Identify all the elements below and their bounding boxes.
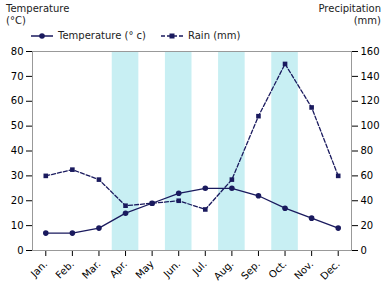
svg-text:Oct.: Oct. [266,258,288,280]
svg-text:Apr.: Apr. [108,258,130,280]
svg-text:140: 140 [361,71,380,82]
svg-text:50: 50 [11,120,24,131]
svg-text:0: 0 [17,245,23,256]
svg-text:May: May [133,258,155,280]
svg-text:Jan.: Jan. [28,258,50,280]
html-text:Temperature: Temperature [6,3,70,14]
svg-text:120: 120 [361,95,380,106]
html-text:Temperature (° c): Temperature (° c) [58,30,146,41]
html-text:(mm): (mm) [353,15,381,26]
svg-text:160: 160 [361,46,380,57]
svg-text:Aug.: Aug. [212,258,236,282]
svg-text:Dec.: Dec. [318,258,342,282]
svg-text:Feb.: Feb. [54,258,77,281]
svg-text:100: 100 [361,120,380,131]
html-text:Rain (mm): Rain (mm) [188,30,241,41]
svg-text:Jul.: Jul. [190,258,209,277]
html-text:Precipitation: Precipitation [318,3,381,14]
svg-text:30: 30 [11,170,24,181]
svg-text:60: 60 [361,170,374,181]
svg-text:Mar.: Mar. [80,258,103,281]
svg-text:80: 80 [361,145,374,156]
svg-text:40: 40 [11,145,24,156]
svg-text:20: 20 [11,195,24,206]
svg-text:Jun.: Jun. [161,258,183,280]
svg-text:40: 40 [361,195,374,206]
svg-text:70: 70 [11,71,24,82]
svg-text:0: 0 [361,245,367,256]
svg-text:80: 80 [11,46,24,57]
svg-text:Nov.: Nov. [292,258,315,281]
svg-text:20: 20 [361,220,374,231]
svg-text:60: 60 [11,95,24,106]
svg-text:10: 10 [11,220,24,231]
svg-text:Sep.: Sep. [239,258,262,281]
html-text:(°C): (°C) [6,15,26,26]
